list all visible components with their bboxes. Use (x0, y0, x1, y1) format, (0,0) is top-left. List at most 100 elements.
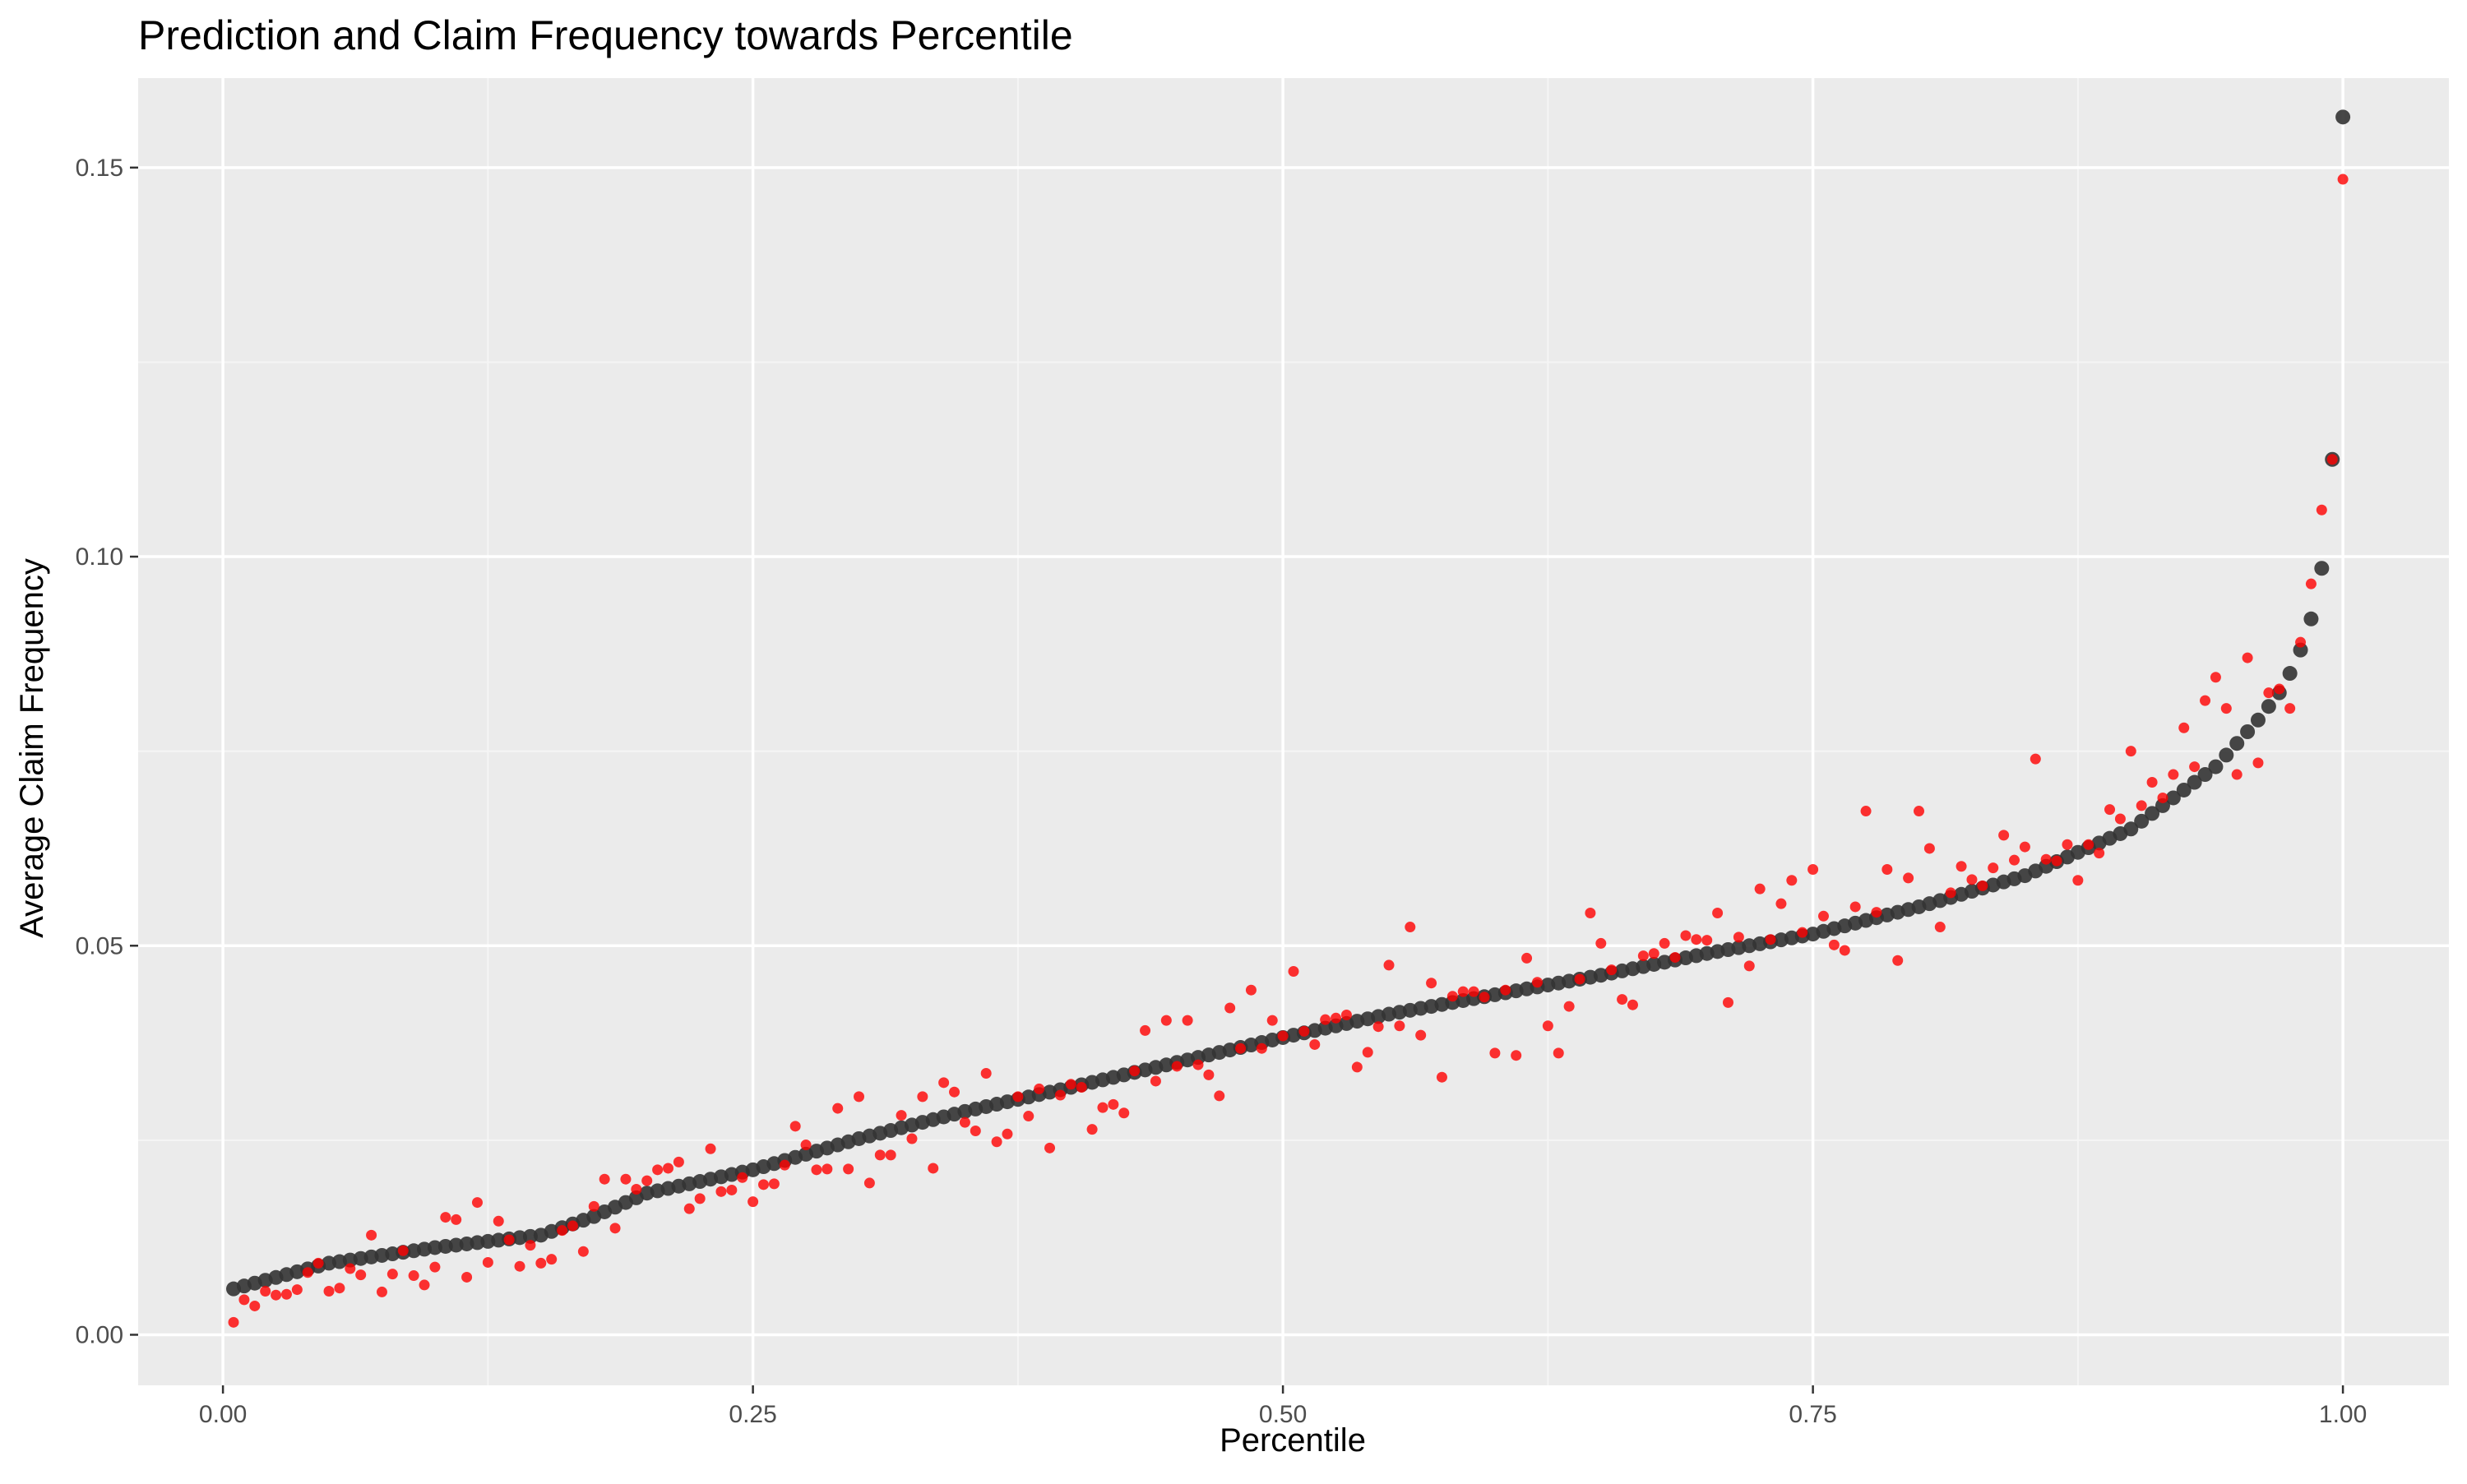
observed-point (1362, 1047, 1373, 1058)
prediction-point (1265, 1032, 1280, 1047)
observed-point (938, 1077, 950, 1089)
observed-point (2114, 813, 2126, 825)
observed-point (737, 1172, 748, 1183)
prediction-point (2293, 642, 2308, 658)
observed-point (715, 1186, 727, 1197)
observed-point (620, 1173, 632, 1185)
observed-point (1054, 1089, 1066, 1101)
observed-point (2146, 777, 2158, 788)
observed-point (1743, 960, 1755, 972)
observed-point (2083, 839, 2094, 850)
observed-point (885, 1149, 896, 1161)
observed-point (482, 1256, 493, 1268)
observed-point (1426, 978, 1437, 989)
observed-point (705, 1143, 716, 1154)
x-tick-label: 0.75 (1789, 1401, 1836, 1428)
observed-point (917, 1091, 928, 1103)
observed-point (1637, 950, 1649, 962)
observed-point (599, 1173, 610, 1185)
observed-point (726, 1184, 738, 1195)
observed-point (1320, 1014, 1331, 1025)
observed-point (546, 1254, 558, 1265)
prediction-point (2314, 561, 2330, 576)
observed-point (1553, 1047, 1564, 1059)
observed-point (1108, 1098, 1119, 1110)
observed-point (1245, 984, 1257, 996)
observed-point (238, 1294, 250, 1306)
observed-point (1521, 952, 1533, 964)
prediction-point (2134, 813, 2150, 829)
observed-point (768, 1178, 780, 1190)
observed-point (1383, 959, 1395, 971)
observed-point (228, 1316, 239, 1328)
observed-point (1479, 992, 1490, 1003)
observed-point (2284, 703, 2296, 714)
observed-point (874, 1149, 886, 1161)
observed-point (1192, 1059, 1204, 1070)
observed-point (2326, 454, 2338, 465)
prediction-point (2197, 767, 2213, 783)
observed-point (2220, 703, 2232, 714)
observed-point (1372, 1021, 1384, 1033)
observed-point (1266, 1015, 1278, 1026)
x-tick-label: 0.25 (729, 1401, 776, 1428)
observed-point (1956, 861, 1967, 872)
prediction-point (947, 1107, 962, 1122)
observed-point (1309, 1038, 1321, 1050)
prediction-point (2208, 759, 2224, 774)
x-tick-label: 0.50 (1259, 1401, 1307, 1428)
observed-point (1839, 945, 1850, 956)
observed-point (1881, 864, 1893, 876)
observed-point (376, 1286, 387, 1297)
prediction-point (2261, 699, 2276, 714)
observed-point (1691, 934, 1702, 945)
prediction-point (2165, 790, 2181, 806)
observed-point (779, 1159, 790, 1171)
observed-point (1065, 1079, 1076, 1090)
observed-point (1034, 1083, 1045, 1094)
observed-point (1988, 862, 1999, 874)
observed-point (1288, 966, 1299, 977)
prediction-point (2229, 736, 2245, 751)
observed-point (1214, 1090, 1225, 1102)
observed-point (535, 1257, 547, 1269)
observed-point (1914, 806, 1925, 817)
observed-point (1351, 1061, 1363, 1073)
observed-point (1775, 898, 1787, 909)
observed-point (1415, 1029, 1427, 1041)
observed-point (609, 1223, 621, 1234)
observed-point (832, 1103, 844, 1114)
observed-point (1585, 908, 1596, 919)
observed-point (1436, 1071, 1447, 1083)
prediction-point (2145, 806, 2160, 821)
observed-point (345, 1263, 356, 1274)
observed-point (397, 1245, 409, 1256)
observed-point (1457, 986, 1469, 997)
observed-point (1044, 1142, 1056, 1153)
observed-point (1140, 1024, 1151, 1036)
observed-point (1500, 984, 1511, 996)
prediction-point (2240, 724, 2256, 739)
observed-point (1331, 1012, 1342, 1024)
observed-point (2072, 875, 2084, 886)
y-axis: 0.00 0.05 0.10 0.15 (76, 155, 138, 1348)
observed-point (408, 1270, 419, 1282)
observed-point (1722, 996, 1733, 1008)
prediction-point (1582, 969, 1598, 985)
observed-point (1574, 973, 1585, 985)
observed-point (2136, 800, 2147, 811)
observed-point (2030, 753, 2041, 765)
observed-point (1171, 1061, 1183, 1072)
observed-point (525, 1240, 536, 1251)
observed-point (2189, 761, 2201, 773)
observed-point (2210, 672, 2221, 683)
observed-point (2125, 746, 2136, 757)
y-tick-label: 0.15 (76, 155, 123, 182)
observed-point (2316, 504, 2327, 515)
prediction-point (1371, 1009, 1386, 1024)
observed-point (1712, 908, 1724, 919)
observed-point (1765, 934, 1776, 945)
observed-point (811, 1164, 822, 1176)
observed-point (1595, 937, 1607, 949)
observed-point (683, 1203, 695, 1214)
